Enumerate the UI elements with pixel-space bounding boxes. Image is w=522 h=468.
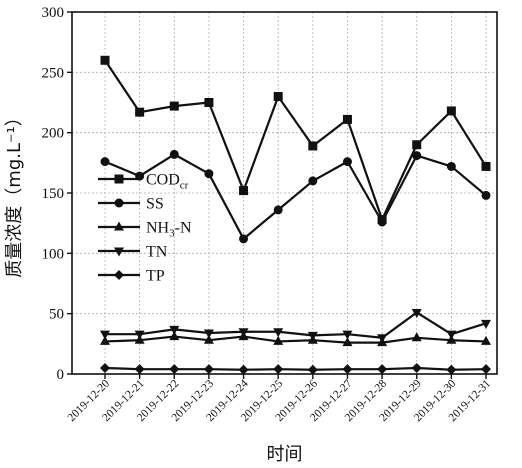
x-axis: 2019-12-202019-12-212019-12-222019-12-23… <box>66 374 493 424</box>
legend-item-tn: TN <box>98 244 168 261</box>
y-tick-label: 150 <box>42 186 65 202</box>
data-point-nh3-n <box>481 335 491 345</box>
series-line-tp <box>104 366 487 371</box>
data-point-tn <box>446 330 457 340</box>
y-axis-title: 质量浓度（mg.L⁻¹） <box>4 108 25 277</box>
data-point-tp <box>238 364 249 375</box>
data-point-tp <box>273 364 284 375</box>
data-point-codcr <box>481 161 491 171</box>
legend-label: NH3-N <box>146 220 192 240</box>
legend-item-codcr: CODcr <box>98 172 189 192</box>
legend-label: TP <box>146 268 165 285</box>
y-tick-label: 300 <box>42 5 65 21</box>
data-point-tp <box>203 364 214 375</box>
data-point-codcr <box>239 186 249 196</box>
data-point-tn <box>377 334 388 344</box>
data-point-tn <box>307 331 318 341</box>
series-tp <box>100 362 491 375</box>
y-tick-label: 100 <box>42 246 65 262</box>
data-point-tp <box>481 364 491 375</box>
data-point-codcr <box>135 107 145 117</box>
legend-swatch-marker <box>114 221 124 231</box>
legend-label: TN <box>146 244 168 261</box>
series-ss <box>100 149 491 244</box>
data-point-nh3-n <box>100 335 110 345</box>
legend-label: CODcr <box>146 172 189 192</box>
legend: CODcr SS NH3-N TN TP <box>98 172 192 285</box>
data-point-codcr <box>273 91 283 101</box>
y-tick-label: 0 <box>57 367 65 383</box>
series-line-tn <box>105 311 487 339</box>
data-point-nh3-n <box>203 334 214 344</box>
data-point-tn <box>134 330 145 340</box>
data-point-ss <box>481 190 491 200</box>
data-point-ss <box>412 151 422 161</box>
data-point-codcr <box>169 101 179 111</box>
data-point-codcr <box>100 55 110 65</box>
legend-label: SS <box>146 196 164 213</box>
data-point-codcr <box>446 106 456 116</box>
data-point-nh3-n <box>273 335 284 345</box>
data-point-tp <box>446 364 457 375</box>
data-point-tn <box>238 328 249 338</box>
x-axis-title: 时间 <box>267 444 303 465</box>
data-point-tn <box>342 330 353 340</box>
y-axis: 0 50 100 150 200 250 300 <box>42 5 72 383</box>
data-point-tn <box>481 319 491 329</box>
data-point-nh3-n <box>169 331 180 341</box>
series-line-ss <box>104 153 487 240</box>
legend-swatch-marker <box>114 247 124 257</box>
data-point-codcr <box>412 140 422 150</box>
legend-swatch-marker <box>114 270 124 280</box>
series-layer <box>100 55 491 375</box>
data-point-tn <box>411 308 422 318</box>
data-point-tp <box>307 364 318 375</box>
data-point-codcr <box>204 98 214 107</box>
y-tick-label: 250 <box>42 65 65 81</box>
data-point-ss <box>342 157 352 167</box>
data-point-ss <box>446 161 456 171</box>
legend-swatch-marker <box>114 174 124 184</box>
data-point-nh3-n <box>342 337 353 347</box>
legend-item-nh3-n: NH3-N <box>98 220 192 240</box>
legend-item-tp: TP <box>98 268 165 285</box>
data-point-tp <box>169 364 180 375</box>
data-point-tp <box>342 364 353 375</box>
series-line-codcr <box>104 59 487 221</box>
data-point-nh3-n <box>411 332 422 342</box>
series-line-nh3-n <box>104 335 487 344</box>
data-point-tp <box>411 362 422 373</box>
data-point-ss <box>273 205 283 215</box>
data-point-ss <box>204 169 214 179</box>
data-point-ss <box>239 234 249 244</box>
data-point-codcr <box>308 141 318 151</box>
y-tick-label: 200 <box>42 126 65 142</box>
data-point-tp <box>100 362 110 373</box>
data-point-tp <box>377 364 388 375</box>
legend-item-ss: SS <box>98 196 164 213</box>
series-tn <box>100 308 491 344</box>
data-point-tn <box>100 330 110 340</box>
data-point-ss <box>100 157 110 167</box>
data-point-codcr <box>342 114 352 124</box>
data-point-tn <box>273 328 284 338</box>
data-point-ss <box>169 149 179 159</box>
data-point-tn <box>169 325 180 335</box>
grid <box>72 12 497 374</box>
legend-swatch-marker <box>114 198 124 208</box>
y-tick-label: 50 <box>49 307 64 323</box>
data-point-ss <box>308 176 318 186</box>
data-point-ss <box>377 217 387 227</box>
data-point-tn <box>203 329 214 339</box>
data-point-tp <box>134 364 145 375</box>
